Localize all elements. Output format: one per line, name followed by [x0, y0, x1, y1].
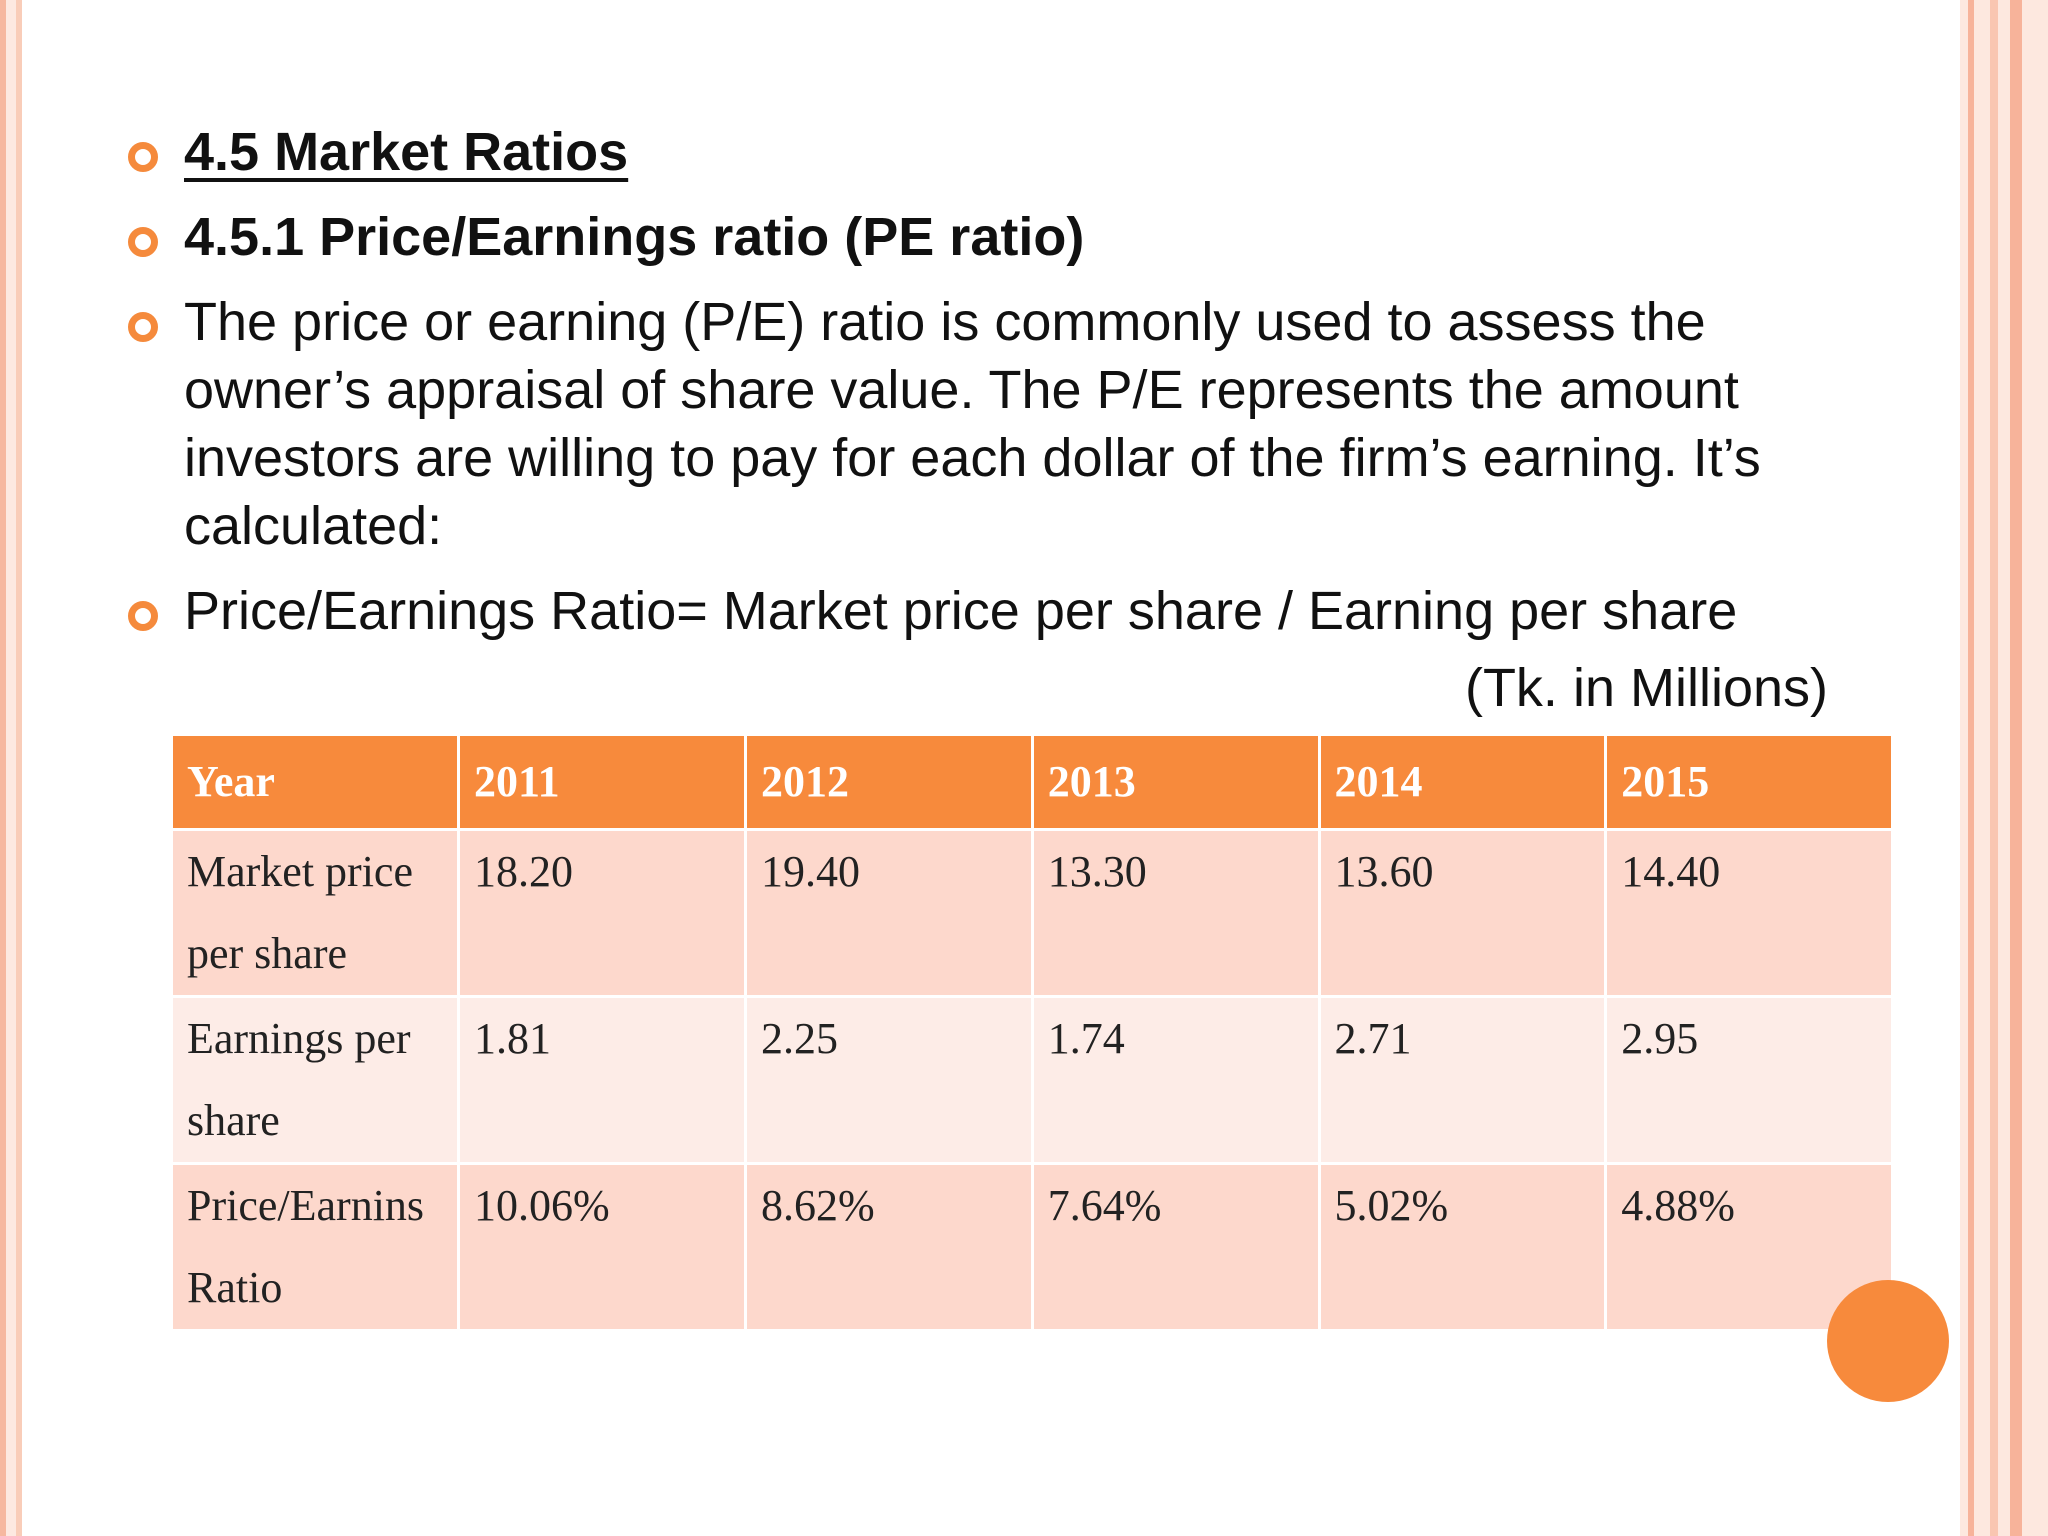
table-header-cell: 2012 — [744, 733, 1034, 831]
bullet-subsection-title: 4.5.1 Price/Earnings ratio (PE ratio) — [124, 203, 1884, 271]
table-header-row: Year 2011 2012 2013 2014 2015 — [170, 733, 1894, 831]
table-cell: 1.81 — [457, 995, 747, 1165]
table-cell: 7.64% — [1030, 1162, 1321, 1332]
table-row: Price/Earnins Ratio 10.06% 8.62% 7.64% 5… — [170, 1162, 1894, 1332]
table-cell: 2.25 — [744, 995, 1034, 1165]
slide-content: 4.5 Market Ratios 4.5.1 Price/Earnings r… — [124, 118, 1949, 1402]
bullet-section-title: 4.5 Market Ratios — [124, 118, 1884, 186]
row-label: Market price per share — [170, 828, 460, 998]
unit-note: (Tk. in Millions) — [1464, 658, 1828, 718]
table-cell: 2.95 — [1604, 995, 1894, 1165]
bullet-ring-icon — [128, 142, 158, 172]
row-label: Earnings per share — [170, 995, 460, 1165]
table-header-cell: Year — [170, 733, 460, 831]
table-cell: 2.71 — [1317, 995, 1608, 1165]
formula-text: Price/Earnings Ratio= Market price per s… — [184, 581, 1738, 641]
bullet-ring-icon — [128, 601, 158, 631]
table-cell: 13.60 — [1317, 828, 1608, 998]
table-header-cell: 2013 — [1030, 733, 1321, 831]
table-cell: 19.40 — [744, 828, 1034, 998]
table-row: Market price per share 18.20 19.40 13.30… — [170, 828, 1894, 998]
bullet-ring-icon — [128, 312, 158, 342]
bullet-list: 4.5 Market Ratios 4.5.1 Price/Earnings r… — [124, 118, 1884, 662]
table-header-cell: 2014 — [1317, 733, 1608, 831]
table-cell: 1.74 — [1030, 995, 1321, 1165]
right-decorative-border — [1960, 0, 2048, 1536]
description-text: The price or earning (P/E) ratio is comm… — [184, 292, 1761, 556]
bullet-ring-icon — [128, 227, 158, 257]
table-cell: 10.06% — [457, 1162, 747, 1332]
bullet-formula: Price/Earnings Ratio= Market price per s… — [124, 577, 1884, 645]
left-decorative-border — [0, 0, 22, 1536]
table-row: Earnings per share 1.81 2.25 1.74 2.71 2… — [170, 995, 1894, 1165]
table-header-cell: 2011 — [457, 733, 747, 831]
bullet-description: The price or earning (P/E) ratio is comm… — [124, 288, 1884, 560]
row-label: Price/Earnins Ratio — [170, 1162, 460, 1332]
pe-ratio-table: Year 2011 2012 2013 2014 2015 Market pri… — [170, 733, 1894, 1332]
table-cell: 8.62% — [744, 1162, 1034, 1332]
subsection-title: 4.5.1 Price/Earnings ratio (PE ratio) — [184, 207, 1085, 267]
section-title: 4.5 Market Ratios — [184, 122, 629, 182]
table-cell: 13.30 — [1030, 828, 1321, 998]
table-cell: 5.02% — [1317, 1162, 1608, 1332]
table-cell: 18.20 — [457, 828, 747, 998]
decorative-orange-circle — [1827, 1280, 1949, 1402]
table-header-cell: 2015 — [1604, 733, 1894, 831]
table-cell: 14.40 — [1604, 828, 1894, 998]
